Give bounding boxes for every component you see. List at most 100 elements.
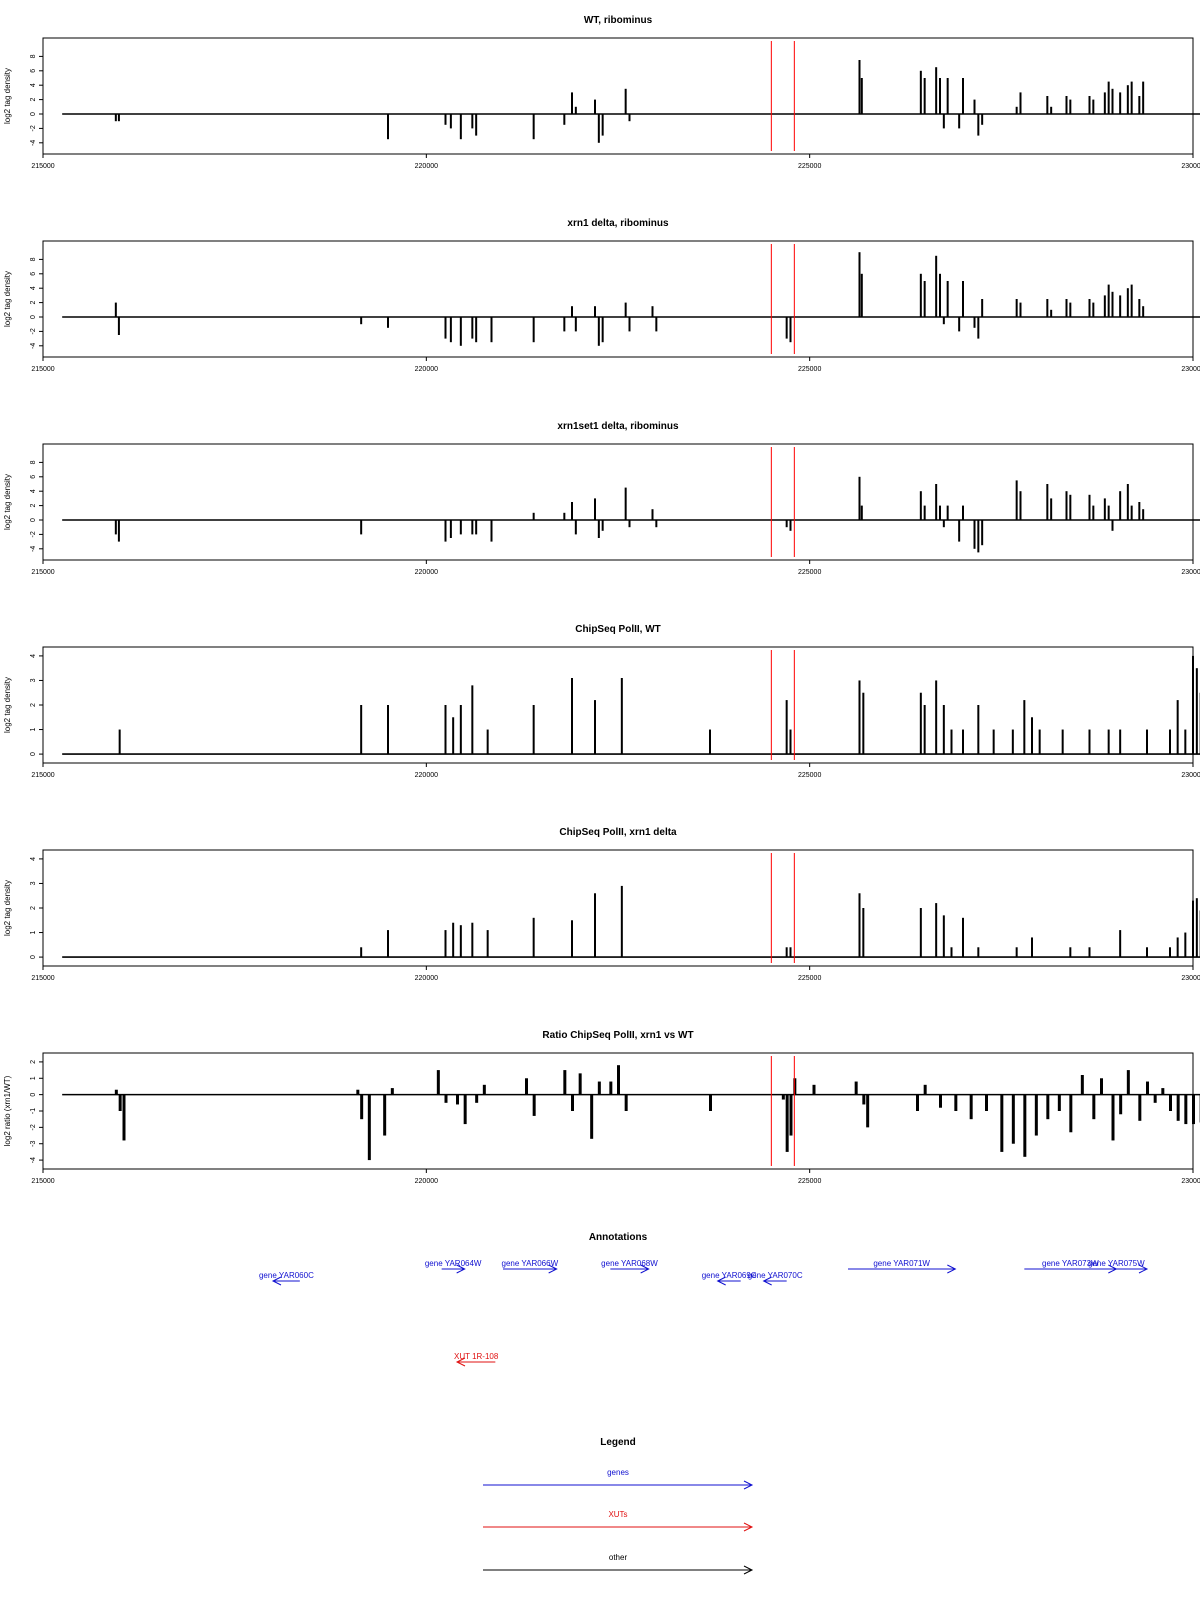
signal-bar (1138, 96, 1141, 114)
y-tick-label: -4 (30, 343, 37, 349)
signal-bar (574, 106, 577, 114)
signal-bar (923, 505, 926, 520)
signal-bar (367, 1094, 371, 1161)
y-axis-label: log2 tag density (3, 677, 12, 733)
signal-bar (981, 520, 984, 546)
y-tick-label: 3 (30, 678, 37, 682)
signal-bar (471, 114, 474, 129)
legend-entry: XUTs (483, 1510, 754, 1532)
x-tick-label: 230000 (1181, 1178, 1200, 1185)
plot-frame (42, 240, 1194, 358)
signal-bar (1092, 1094, 1096, 1120)
signal-bar (601, 317, 604, 343)
y-tick-label: 2 (30, 504, 37, 508)
signal-bar (1138, 502, 1141, 520)
signal-bar (1057, 1094, 1061, 1111)
signal-bar (594, 700, 596, 755)
signal-bar (1195, 668, 1198, 755)
signal-bar (1015, 299, 1018, 317)
signal-bar (1146, 729, 1148, 755)
signal-bar (1046, 484, 1049, 520)
signal-bar (456, 1094, 459, 1105)
signal-bar (1138, 1094, 1142, 1121)
signal-bar (459, 925, 462, 958)
annotation-feature: gene YAR075W (1085, 1259, 1149, 1274)
annotation-feature: gene YAR070C (748, 1271, 803, 1286)
arrowhead-icon (743, 1565, 754, 1575)
signal-bar (1138, 299, 1141, 317)
signal-bar (114, 520, 117, 535)
signal-bar (532, 1094, 536, 1116)
signal-bar (360, 947, 363, 958)
signal-bar (1038, 729, 1041, 755)
signal-bar (360, 1094, 364, 1120)
signal-bar (486, 930, 489, 958)
feature-label: gene YAR068W (601, 1259, 658, 1268)
signal-bar (916, 1094, 919, 1111)
signal-bar (862, 1094, 866, 1105)
y-axis-label: log2 tag density (3, 271, 12, 327)
signal-bar (862, 692, 865, 755)
signal-bar (563, 114, 566, 125)
signal-bar (471, 922, 474, 958)
signal-bar (985, 1094, 988, 1111)
signal-bar (571, 1094, 574, 1111)
signal-bar (919, 908, 922, 958)
y-tick-label: -4 (30, 546, 37, 552)
annotations-panel: Annotations gene YAR060C gene YAR064W gene … (259, 1232, 1149, 1367)
signal-bar (1015, 106, 1018, 114)
x-tick-label: 230000 (1181, 975, 1200, 982)
signal-bar (785, 947, 788, 958)
signal-bar (578, 1073, 582, 1095)
y-tick-label: -2 (30, 125, 37, 131)
panel-title: Ratio ChipSeq PolII, xrn1 vs WT (542, 1030, 693, 1041)
y-tick-label: 0 (30, 752, 37, 756)
signal-bar (1107, 284, 1110, 317)
signal-bar (471, 520, 474, 535)
signal-bar (532, 512, 535, 520)
y-tick-label: 1 (30, 930, 37, 934)
feature-label: gene YAR073W (1042, 1259, 1099, 1268)
arrowhead-icon (716, 1276, 726, 1286)
x-tick-label: 220000 (415, 772, 438, 779)
signal-bar (858, 252, 861, 317)
signal-bar (977, 114, 980, 136)
signal-bar (1176, 700, 1179, 755)
signal-bar (785, 317, 788, 339)
y-tick-label: 0 (30, 518, 37, 522)
signal-bar (923, 705, 926, 755)
signal-bar (954, 1094, 958, 1111)
signal-bar (1142, 306, 1145, 317)
signal-bar (1046, 1094, 1050, 1120)
signal-bar (977, 317, 980, 339)
signal-bar (1046, 299, 1049, 317)
feature-label: gene YAR071W (873, 1259, 930, 1268)
x-tick-label: 225000 (798, 569, 821, 576)
signal-bar (1069, 302, 1072, 317)
feature-label: gene YAR075W (1088, 1259, 1145, 1268)
signal-bar (444, 930, 447, 958)
signal-bar (459, 317, 462, 346)
signal-bar (571, 678, 573, 755)
y-tick-label: -3 (30, 1141, 37, 1147)
signal-bar (459, 705, 462, 755)
feature-label: gene YAR060C (259, 1271, 314, 1280)
panel-2: xrn1 delta, ribominus log2 tag density -4 -… (3, 218, 1200, 373)
y-axis-label: log2 ratio (xrn1/WT) (3, 1075, 12, 1146)
signal-bar (444, 705, 447, 755)
y-tick-label: 4 (30, 286, 37, 290)
signal-bar (919, 70, 922, 114)
signal-bar (1119, 729, 1122, 755)
signal-bar (628, 520, 631, 528)
signal-bar (1161, 1088, 1165, 1095)
annotation-feature: gene YAR071W (848, 1259, 957, 1274)
signal-bar (444, 317, 447, 339)
signal-bar (789, 1094, 793, 1136)
panel-title: xrn1set1 delta, ribominus (557, 421, 679, 432)
signal-bar (620, 885, 623, 958)
signal-bar (609, 1081, 613, 1095)
signal-bar (486, 729, 489, 755)
signal-bar (789, 317, 792, 343)
y-tick-label: 4 (30, 857, 37, 861)
signal-bar (973, 520, 976, 549)
